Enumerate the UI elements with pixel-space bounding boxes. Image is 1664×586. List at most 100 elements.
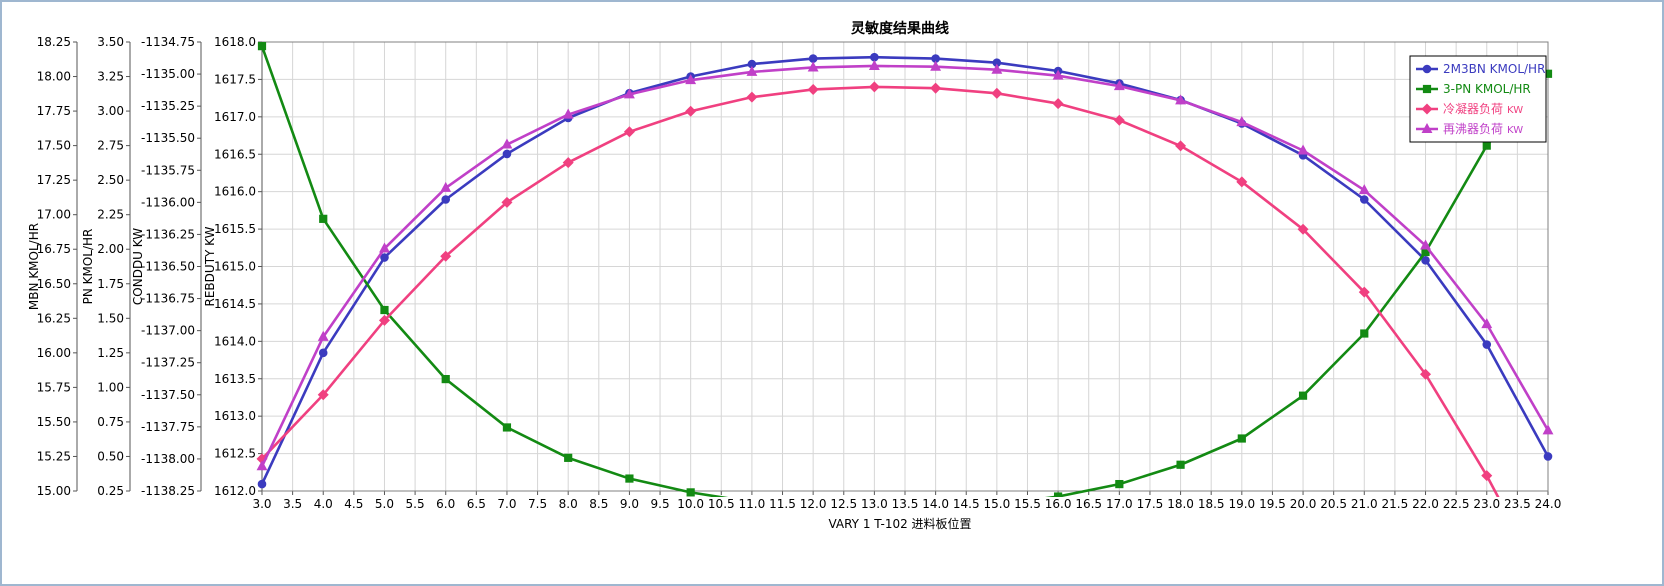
x-tick-label: 24.0 bbox=[1535, 497, 1562, 511]
y-tick-label: 1617.5 bbox=[214, 72, 256, 86]
legend-marker bbox=[1421, 122, 1433, 133]
y-tick-label: 17.50 bbox=[37, 139, 71, 153]
y-tick-label: -1136.25 bbox=[141, 227, 195, 241]
data-point bbox=[562, 108, 574, 119]
y-tick-label: -1137.00 bbox=[141, 324, 195, 338]
legend-entry[interactable]: 3-PN KMOL/HR bbox=[1443, 82, 1531, 96]
x-tick-label: 12.0 bbox=[800, 497, 827, 511]
data-point bbox=[380, 253, 389, 262]
data-point bbox=[868, 59, 880, 70]
y-tick-label: 1612.5 bbox=[214, 447, 256, 461]
data-point bbox=[1298, 391, 1308, 400]
chart-title: 灵敏度结果曲线 bbox=[851, 20, 949, 37]
series-line bbox=[260, 55, 1550, 485]
data-point bbox=[1542, 424, 1554, 435]
x-tick-label: 13.0 bbox=[861, 497, 888, 511]
y-axis-title: PN KMOL/HR bbox=[81, 229, 95, 305]
x-tick-label: 15.5 bbox=[1014, 497, 1041, 511]
y-tick-label: 1612.0 bbox=[214, 484, 256, 498]
x-tick-label: 3.5 bbox=[283, 497, 302, 511]
data-point bbox=[623, 88, 635, 99]
y-tick-label: 17.00 bbox=[37, 208, 71, 222]
legend-marker bbox=[1422, 84, 1432, 94]
data-point bbox=[1358, 286, 1370, 298]
legend-marker bbox=[1422, 64, 1432, 74]
data-point bbox=[625, 474, 634, 483]
series-line bbox=[260, 45, 1549, 497]
data-point bbox=[807, 61, 819, 72]
series-layer bbox=[256, 42, 1554, 497]
y-tick-label: -1138.25 bbox=[141, 484, 195, 498]
x-tick-label: 4.5 bbox=[344, 497, 363, 511]
series-1 bbox=[257, 42, 1553, 497]
data-point bbox=[991, 87, 1003, 99]
y-tick-label: 1617.0 bbox=[214, 110, 256, 124]
data-point bbox=[808, 54, 818, 63]
x-tick-label: 10.0 bbox=[677, 497, 704, 511]
x-tick-label: 13.5 bbox=[892, 497, 919, 511]
y-tick-label: 1616.0 bbox=[214, 185, 256, 199]
legend-entry[interactable]: 2M3BN KMOL/HR bbox=[1443, 62, 1545, 76]
y-tick-label: 3.50 bbox=[97, 35, 124, 49]
data-point bbox=[319, 214, 328, 223]
axes: 3.0 3.5 4.0 4.5 5.0 5.5 6.0 6.5 7.0 7.5 8.0 8.5 9.0 9… bbox=[27, 35, 1561, 511]
grid bbox=[261, 41, 1549, 492]
x-tick-label: 6.0 bbox=[436, 497, 455, 511]
data-point bbox=[564, 453, 573, 462]
y-tick-label: -1136.50 bbox=[141, 260, 195, 274]
y-tick-label: 1.25 bbox=[97, 346, 124, 360]
x-tick-label: 12.5 bbox=[830, 497, 857, 511]
x-tick-label: 21.0 bbox=[1351, 497, 1378, 511]
data-point bbox=[318, 348, 328, 358]
legend-entry[interactable]: 冷凝器负荷 KW bbox=[1443, 101, 1523, 116]
y-tick-label: 2.75 bbox=[97, 139, 124, 153]
legend-unit: KW bbox=[1507, 105, 1523, 116]
x-tick-label: 17.5 bbox=[1137, 497, 1164, 511]
data-point bbox=[930, 82, 942, 94]
y-tick-label: 15.50 bbox=[37, 415, 71, 429]
y-axis-title: CONDDU KW bbox=[131, 228, 145, 305]
x-tick-label: 11.0 bbox=[739, 497, 766, 511]
data-point bbox=[1052, 98, 1064, 110]
legend[interactable]: 2M3BN KMOL/HR 3-PN KMOL/HR 冷凝器负荷 KW 再沸器负荷 KW bbox=[1409, 55, 1547, 143]
y-tick-label: -1138.00 bbox=[141, 452, 195, 466]
y-tick-label: 1615.5 bbox=[214, 222, 256, 236]
y-tick-label: 1613.0 bbox=[214, 409, 256, 423]
data-point bbox=[1113, 80, 1125, 91]
y-tick-label: 3.00 bbox=[97, 104, 124, 118]
data-point bbox=[807, 83, 819, 95]
data-point bbox=[1359, 195, 1369, 204]
data-point bbox=[991, 63, 1003, 74]
x-tick-label: 22.0 bbox=[1412, 497, 1439, 511]
y-tick-label: 3.25 bbox=[97, 70, 124, 84]
y-tick-label: 2.25 bbox=[97, 208, 124, 222]
data-point bbox=[502, 149, 512, 159]
y-tick-label: 0.25 bbox=[97, 484, 124, 498]
data-point bbox=[746, 65, 758, 76]
data-point bbox=[868, 81, 880, 93]
x-tick-label: 9.5 bbox=[651, 497, 670, 511]
x-tick-label: 23.0 bbox=[1473, 497, 1500, 511]
data-point bbox=[317, 330, 329, 341]
x-tick-label: 14.5 bbox=[953, 497, 980, 511]
x-tick-label: 17.0 bbox=[1106, 497, 1133, 511]
x-tick-label: 7.5 bbox=[528, 497, 547, 511]
data-point bbox=[1175, 94, 1187, 105]
x-tick-label: 16.5 bbox=[1075, 497, 1102, 511]
data-point bbox=[1360, 329, 1369, 338]
data-point bbox=[1236, 116, 1248, 127]
x-tick-label: 16.0 bbox=[1045, 497, 1072, 511]
y-tick-label: 16.00 bbox=[37, 346, 71, 360]
y-tick-label: -1137.25 bbox=[141, 356, 195, 370]
data-point bbox=[1053, 492, 1063, 497]
data-point bbox=[562, 157, 574, 169]
x-tick-label: 8.5 bbox=[589, 497, 608, 511]
data-point bbox=[1543, 452, 1553, 461]
x-tick-label: 23.5 bbox=[1504, 497, 1531, 511]
data-point bbox=[685, 74, 697, 85]
x-tick-label: 22.5 bbox=[1443, 497, 1470, 511]
data-point bbox=[256, 460, 268, 471]
legend-entry[interactable]: 再沸器负荷 KW bbox=[1443, 122, 1523, 136]
data-point bbox=[1175, 140, 1187, 152]
y-tick-label: 1614.0 bbox=[214, 334, 256, 348]
